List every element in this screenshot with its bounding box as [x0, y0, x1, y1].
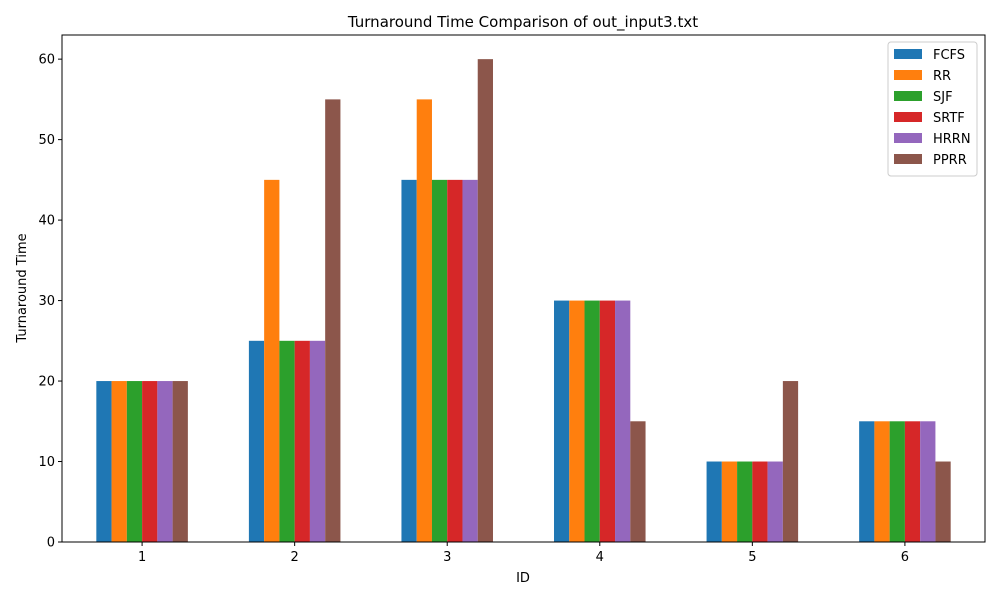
bar-hrrn-id-3 [462, 179, 478, 543]
y-tick-label: 20 [38, 375, 55, 390]
y-tick-label: 40 [38, 214, 55, 229]
bar-srtf-id-5 [752, 461, 768, 542]
bar-pprr-id-6 [935, 461, 951, 542]
bar-srtf-id-2 [294, 340, 310, 542]
x-tick-label: 4 [596, 550, 604, 565]
x-tick-label: 3 [443, 550, 451, 565]
legend-swatch-hrrn [894, 133, 922, 143]
y-tick-label: 10 [38, 455, 55, 470]
y-tick-label: 60 [38, 53, 55, 68]
bar-fcfs-id-1 [96, 381, 112, 542]
bar-hrrn-id-1 [157, 381, 173, 542]
bar-fcfs-id-4 [554, 300, 570, 542]
bar-pprr-id-2 [325, 99, 341, 542]
x-axis-label: ID [516, 571, 530, 586]
legend-swatch-fcfs [894, 49, 922, 59]
y-axis-label: Turnaround Time [15, 233, 30, 343]
bar-rr-id-4 [569, 300, 585, 542]
y-tick-label: 50 [38, 133, 55, 148]
bar-rr-id-2 [264, 179, 280, 543]
y-tick-label: 30 [38, 294, 55, 309]
legend-label-pprr: PPRR [933, 153, 967, 168]
bar-pprr-id-5 [782, 381, 799, 542]
bar-hrrn-id-4 [615, 300, 631, 542]
bar-srtf-id-6 [904, 421, 921, 542]
bar-pprr-id-1 [172, 381, 188, 542]
bar-sjf-id-5 [737, 461, 753, 542]
axes-layer: 0 10 20 30 40 50 60 1 2 3 4 5 6 [38, 34, 986, 565]
bar-fcfs-id-5 [706, 461, 722, 542]
x-tick-label: 2 [291, 550, 299, 565]
bar-srtf-id-4 [599, 300, 616, 542]
bar-srtf-id-3 [447, 179, 463, 543]
legend-label-fcfs: FCFS [933, 48, 965, 63]
bar-rr-id-6 [874, 421, 890, 542]
legend-label-rr: RR [933, 69, 951, 84]
legend-label-sjf: SJF [933, 90, 953, 105]
legend-label-srtf: SRTF [933, 111, 965, 126]
legend-label-hrrn: HRRN [933, 132, 971, 147]
x-tick-label: 5 [748, 550, 756, 565]
bar-fcfs-id-6 [859, 421, 875, 542]
bars-layer [96, 59, 951, 543]
bar-sjf-id-3 [431, 179, 448, 543]
bar-fcfs-id-3 [401, 179, 417, 543]
bar-hrrn-id-5 [767, 461, 783, 542]
bar-hrrn-id-6 [920, 421, 936, 542]
bar-pprr-id-4 [630, 421, 646, 542]
bar-hrrn-id-2 [309, 340, 326, 542]
bar-rr-id-3 [416, 99, 432, 542]
x-tick-label: 6 [901, 550, 909, 565]
bar-sjf-id-2 [279, 340, 295, 542]
plot-frame [61, 34, 986, 543]
bar-rr-id-1 [111, 381, 127, 542]
legend-swatch-pprr [894, 154, 922, 164]
bar-sjf-id-6 [889, 421, 905, 542]
bar-fcfs-id-2 [248, 340, 265, 542]
legend-swatch-srtf [894, 112, 922, 122]
legend-swatch-rr [894, 70, 922, 80]
bar-sjf-id-1 [126, 381, 143, 542]
legend: FCFS RR SJF SRTF HRRN PPRR [887, 41, 978, 177]
chart-title: Turnaround Time Comparison of out_input3… [347, 13, 698, 32]
bar-sjf-id-4 [584, 300, 600, 542]
bar-pprr-id-3 [477, 59, 493, 542]
legend-swatch-sjf [894, 91, 922, 101]
y-tick-label: 0 [47, 536, 55, 551]
bar-srtf-id-1 [142, 381, 158, 542]
bar-rr-id-5 [721, 461, 738, 542]
x-tick-label: 1 [138, 550, 146, 565]
